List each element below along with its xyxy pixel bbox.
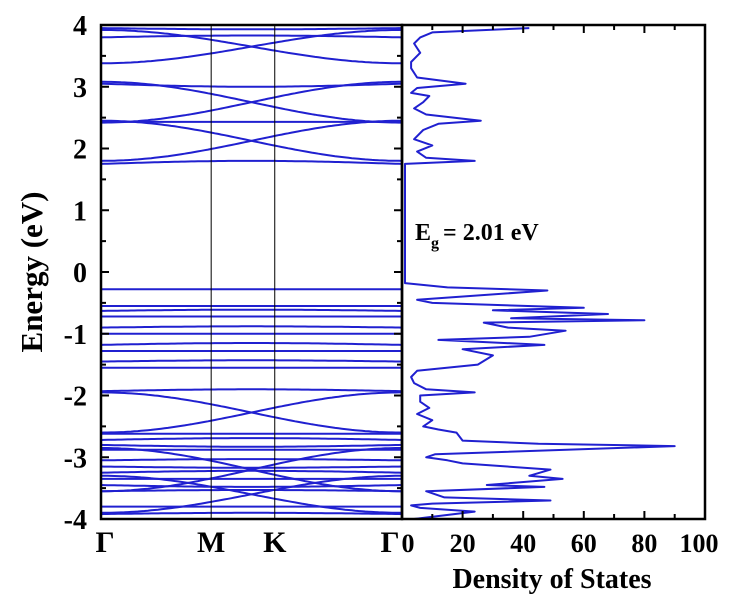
band-structure-panel: -4 -3 -2 -1 0 1 2 3 4 Γ M K Γ Energy (eV) (14, 11, 404, 559)
valence-band-13 (100, 391, 402, 434)
valence-band-5 (100, 325, 403, 329)
band-ytick-label: 2 (73, 135, 87, 166)
conduction-band-6 (101, 80, 402, 124)
valence-band-11 (100, 388, 403, 393)
valence-band-22 (100, 469, 403, 474)
kpoint-label: Γ (95, 526, 114, 559)
band-ytick-label: -4 (64, 505, 87, 536)
band-gap-annotation: Eg = 2.01 eV (415, 220, 539, 252)
valence-band-19 (101, 447, 402, 493)
valence-band-15 (100, 437, 403, 441)
kpoint-label: M (197, 526, 225, 559)
band-gap-value: = 2.01 eV (443, 220, 539, 246)
conduction-band-1 (100, 159, 403, 165)
valence-band-9 (101, 359, 402, 363)
band-yticks (101, 24, 402, 520)
valence-band-7 (100, 342, 403, 346)
dos-line (404, 27, 676, 520)
kpoint-lines (210, 25, 276, 519)
dos-xtick-label: 20 (450, 529, 476, 558)
band-ytick-label: 3 (73, 73, 87, 104)
kpoint-label: K (263, 526, 287, 559)
band-ytick-labels: -4 -3 -2 -1 0 1 2 3 4 (64, 11, 87, 536)
conduction-band-3 (101, 119, 403, 162)
valence-band-21 (100, 465, 403, 469)
valence-band-16 (100, 443, 403, 448)
band-ytick-label: -2 (64, 382, 87, 413)
dos-xtick-labels: 0 20 40 60 80 100 (402, 529, 719, 558)
dos-panel: 0 20 40 60 80 100 Density of States Eg = 2.01 … (400, 23, 719, 595)
dos-xtick-label: 0 (402, 529, 415, 558)
band-ytick-label: 4 (73, 11, 87, 42)
dos-xtick-label: 60 (571, 529, 597, 558)
conduction-band-9 (100, 28, 402, 65)
dos-xtick-label: 100 (680, 529, 719, 558)
conduction-band-7 (100, 82, 403, 88)
valence-band-29 (100, 511, 403, 516)
dos-xlabel: Density of States (452, 564, 651, 595)
valence-band-24 (100, 484, 403, 488)
dos-xtick-label: 80 (631, 529, 657, 558)
band-ytick-label: 0 (73, 258, 87, 289)
band-ytick-label: 1 (73, 196, 87, 227)
dos-curve (404, 27, 676, 520)
band-lines (100, 27, 403, 516)
valence-band-20 (101, 458, 402, 462)
dos-xtick-label: 40 (510, 529, 536, 558)
kpoint-label: Γ (380, 526, 399, 559)
band-gap-symbol: E (415, 220, 431, 246)
valence-band-25 (101, 489, 402, 493)
valence-band-27 (101, 474, 402, 514)
band-gap-subscript: g (431, 235, 439, 252)
valence-band-3 (101, 308, 402, 312)
conduction-band-10 (100, 34, 403, 39)
dos-xticks (401, 25, 706, 519)
band-ytick-label: -1 (64, 320, 87, 351)
band-ylabel: Energy (eV) (14, 192, 49, 353)
conduction-band-11 (101, 27, 402, 31)
band-ytick-label: -3 (64, 443, 87, 474)
